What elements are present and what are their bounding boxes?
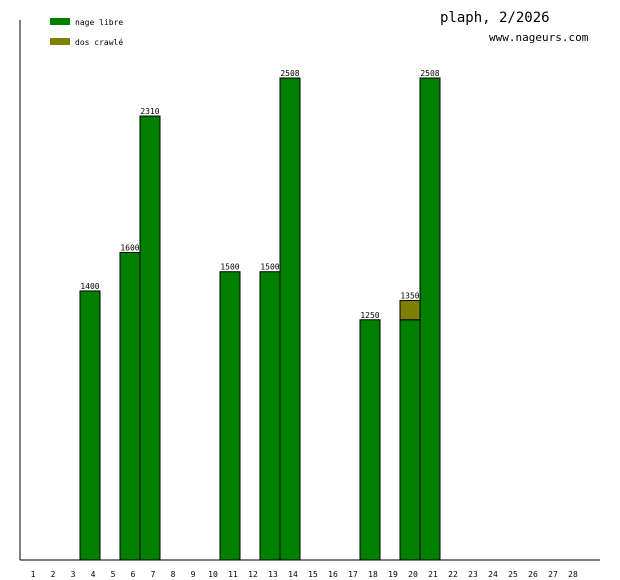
bar-6-series-1 (139, 115, 161, 561)
x-tick-17: 17 (348, 570, 358, 579)
chart-title: plaph, 2/2026 (440, 10, 550, 26)
bar-10-series-1 (219, 271, 241, 561)
value-label-12: 1500 (260, 263, 279, 272)
bar-12-series-1 (259, 271, 281, 561)
x-tick-23: 23 (468, 570, 478, 579)
x-tick-27: 27 (548, 570, 558, 579)
value-label-3: 1400 (80, 282, 99, 291)
x-tick-11: 11 (228, 570, 238, 579)
bar-19-series-1 (399, 319, 421, 561)
bar-13-series-1 (279, 77, 301, 561)
legend: nage libre dos crawlé (50, 18, 123, 47)
legend-swatch-1 (50, 18, 70, 25)
x-tick-3: 3 (71, 570, 76, 579)
x-tick-21: 21 (428, 570, 438, 579)
value-label-19: 1350 (400, 292, 419, 301)
x-tick-5: 5 (111, 570, 116, 579)
x-tick-9: 9 (191, 570, 196, 579)
value-label-20: 2508 (420, 69, 439, 78)
x-tick-8: 8 (171, 570, 176, 579)
x-tick-2: 2 (51, 570, 56, 579)
x-tick-7: 7 (151, 570, 156, 579)
bar-19-series-2 (399, 300, 421, 321)
chart-subtitle: www.nageurs.com (489, 31, 589, 44)
bar-20-series-1 (419, 77, 441, 561)
value-labels: 1400 1600 2310 1500 1500 2508 1250 1350 2508 (80, 69, 439, 320)
x-tick-20: 20 (408, 570, 418, 579)
value-label-5: 1600 (120, 244, 139, 253)
x-tick-18: 18 (368, 570, 378, 579)
value-label-17: 1250 (360, 311, 379, 320)
x-tick-24: 24 (488, 570, 498, 579)
bar-17-series-1 (359, 319, 381, 561)
x-tick-25: 25 (508, 570, 518, 579)
x-tick-28: 28 (568, 570, 578, 579)
x-tick-26: 26 (528, 570, 538, 579)
x-tick-6: 6 (131, 570, 136, 579)
bar-3-series-1 (79, 290, 101, 561)
legend-swatch-2 (50, 38, 70, 45)
x-tick-12: 12 (248, 570, 258, 579)
value-label-13: 2508 (280, 69, 299, 78)
x-tick-19: 19 (388, 570, 398, 579)
x-tick-15: 15 (308, 570, 318, 579)
x-tick-10: 10 (208, 570, 218, 579)
x-tick-1: 1 (31, 570, 36, 579)
value-label-6: 2310 (140, 107, 159, 116)
value-label-10: 1500 (220, 263, 239, 272)
legend-label-1: nage libre (75, 18, 123, 27)
x-tick-22: 22 (448, 570, 458, 579)
x-tick-14: 14 (288, 570, 298, 579)
x-tick-16: 16 (328, 570, 338, 579)
bars (79, 77, 441, 561)
x-tick-labels: 1 2 3 4 5 6 7 8 9 10 11 12 13 14 15 16 17 18 19 20 21 22 23 24 2… (31, 570, 578, 579)
legend-label-2: dos crawlé (75, 37, 123, 47)
x-tick-13: 13 (268, 570, 278, 579)
bar-5-series-1 (119, 252, 141, 561)
x-tick-4: 4 (91, 570, 96, 579)
